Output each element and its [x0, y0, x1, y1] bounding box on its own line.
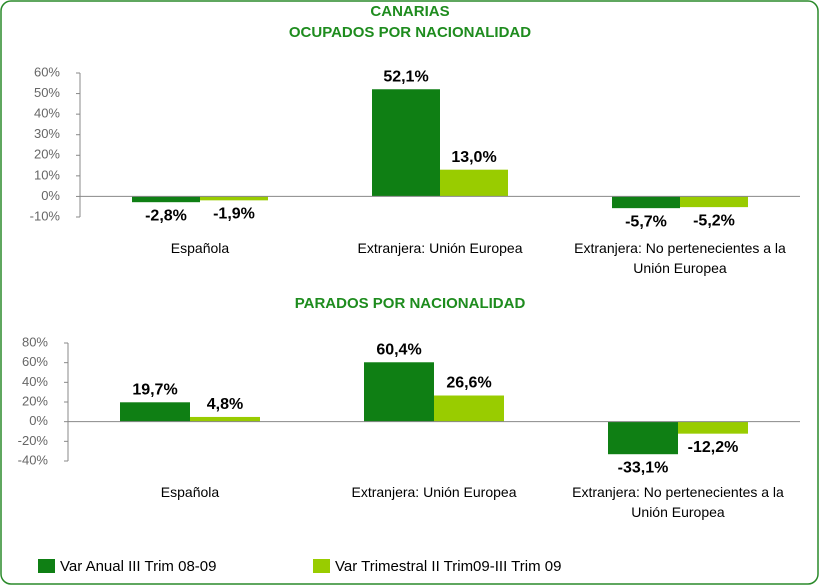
x-tick-label: Española	[170, 240, 230, 256]
chart-subtitle: OCUPADOS POR NACIONALIDAD	[289, 24, 531, 41]
chart-title: CANARIAS	[370, 3, 449, 20]
y-tick-label: 60%	[34, 64, 60, 79]
bar	[678, 421, 748, 434]
y-tick-label: 60%	[22, 354, 48, 369]
bar	[200, 196, 268, 201]
value-label: 19,7%	[132, 382, 177, 399]
value-label: -5,7%	[625, 213, 667, 230]
x-tick-label: Extranjera: No pertenecientes a la Unión…	[574, 240, 786, 276]
bar	[680, 196, 748, 208]
value-label: 60,4%	[376, 341, 421, 358]
y-tick-label: 0%	[41, 188, 60, 203]
y-tick-label: 50%	[34, 85, 60, 100]
value-label: -2,8%	[145, 207, 187, 224]
value-label: -1,9%	[213, 206, 255, 223]
x-tick-label: Extranjera: Unión Europea	[357, 240, 523, 256]
y-tick-label: 40%	[34, 106, 60, 121]
y-tick-label: 30%	[34, 126, 60, 141]
y-tick-label: 20%	[34, 147, 60, 162]
value-label: -5,2%	[693, 212, 735, 229]
legend-swatch	[38, 559, 55, 573]
x-tick-label: Extranjera: Unión Europea	[351, 484, 517, 500]
y-tick-label: -10%	[30, 208, 61, 223]
bar	[612, 196, 680, 209]
bar	[608, 421, 678, 455]
legend-swatch	[313, 559, 330, 573]
y-tick-label: 20%	[22, 393, 48, 408]
bar	[120, 402, 190, 422]
bar	[372, 89, 440, 197]
value-label: 52,1%	[383, 68, 428, 85]
bar	[364, 362, 434, 422]
value-label: 4,8%	[207, 396, 243, 413]
y-tick-label: -20%	[18, 433, 49, 448]
value-label: -33,1%	[618, 459, 669, 476]
chart-title: PARADOS POR NACIONALIDAD	[295, 295, 526, 312]
y-tick-label: -40%	[18, 452, 49, 467]
y-tick-label: 40%	[22, 374, 48, 389]
y-tick-label: 0%	[29, 413, 48, 428]
bar	[440, 169, 508, 197]
y-tick-label: 10%	[34, 167, 60, 182]
legend-label: Var Trimestral II Trim09-III Trim 09	[335, 558, 561, 575]
value-label: 26,6%	[446, 375, 491, 392]
value-label: -12,2%	[688, 439, 739, 456]
x-tick-label: Española	[160, 484, 220, 500]
bar	[434, 395, 504, 422]
value-label: 13,0%	[451, 149, 496, 166]
x-tick-label: Extranjera: No pertenecientes a la Unión…	[572, 484, 784, 520]
bar	[190, 416, 260, 422]
bar	[132, 196, 200, 203]
legend-label: Var Anual III Trim 08-09	[60, 558, 216, 575]
y-tick-label: 80%	[22, 334, 48, 349]
